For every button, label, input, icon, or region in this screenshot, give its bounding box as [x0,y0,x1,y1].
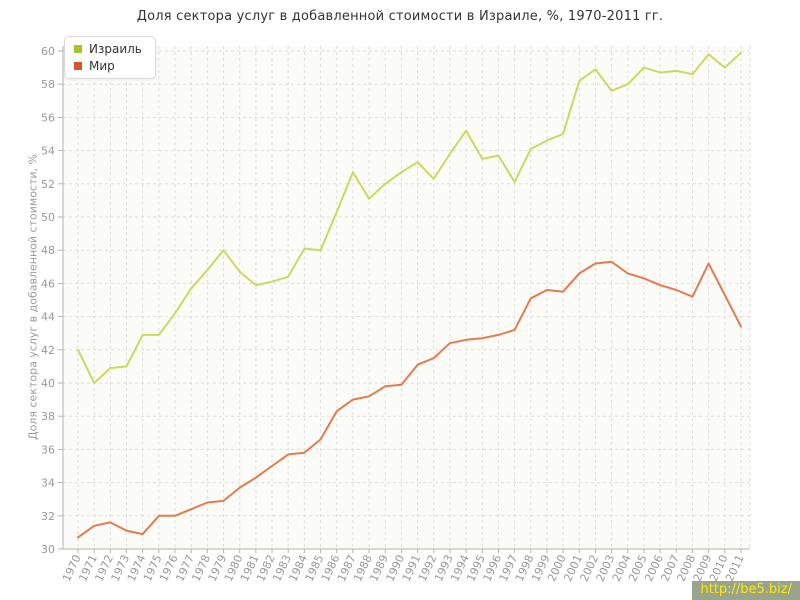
world-series-line [77,260,742,539]
y-tick-label: 42 [41,344,55,357]
chart-title: Доля сектора услуг в добавленной стоимос… [136,9,664,24]
y-tick-label: 46 [41,277,55,290]
plot-background [63,46,750,549]
world-series-swatch-icon [74,62,82,70]
y-tick-label: 48 [41,244,55,257]
israel-series-line [77,51,742,384]
y-axis-title: Доля сектора услуг в добавленной стоимос… [26,154,40,440]
world-series-label: Мир [89,59,115,73]
israel-series-swatch-icon [74,45,82,53]
y-tick-label: 40 [41,377,55,390]
legend-item-world: Мир [74,60,142,72]
y-tick-label: 34 [41,477,55,490]
legend: Израиль Мир [64,36,156,79]
watermark-link[interactable]: http://be5.biz/ [692,581,800,600]
y-tick-label: 32 [41,510,55,523]
y-tick-label: 30 [41,543,55,556]
legend-item-israel: Израиль [74,43,142,55]
y-tick-label: 44 [41,311,55,324]
y-tick-label: 58 [41,78,55,91]
y-tick-label: 50 [41,211,55,224]
y-tick-label: 36 [41,443,55,456]
y-tick-label: 60 [41,45,55,58]
y-tick-label: 38 [41,410,55,423]
y-tick-label: 56 [41,111,55,124]
y-tick-label: 54 [41,145,55,158]
y-tick-label: 52 [41,178,55,191]
israel-series-label: Израиль [89,42,142,56]
